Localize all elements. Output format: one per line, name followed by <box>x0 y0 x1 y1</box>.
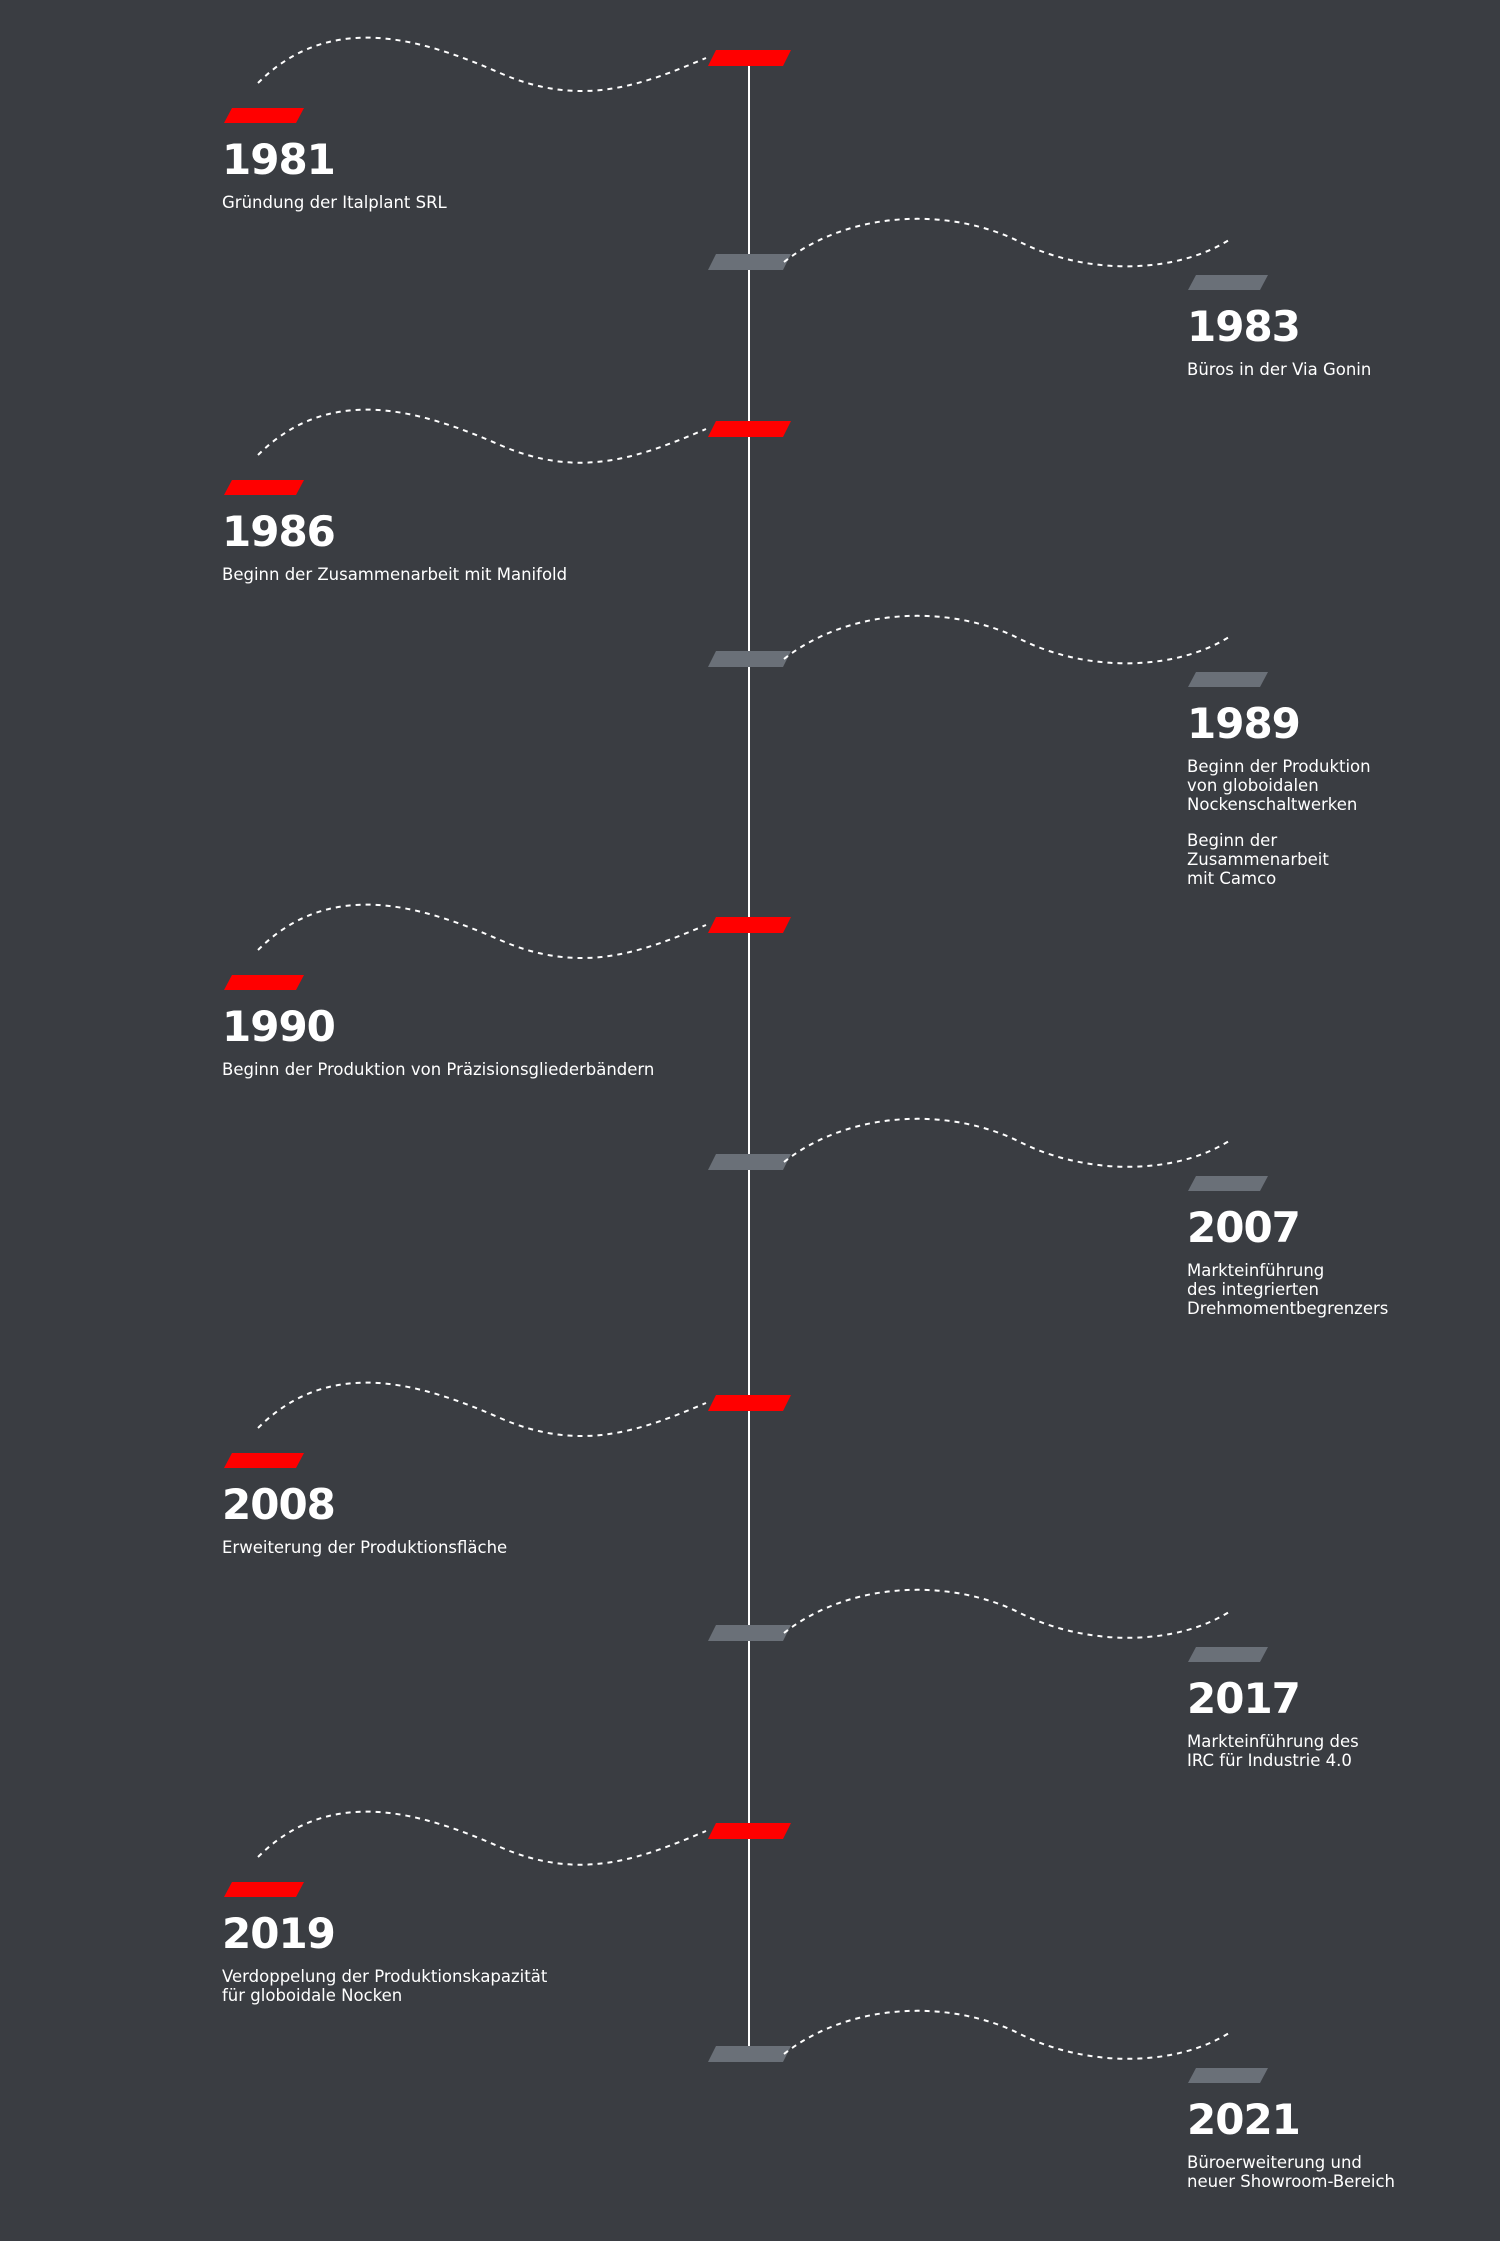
event-year: 2017 <box>1187 1674 1301 1723</box>
connector-1986 <box>257 408 707 464</box>
event-2017: 2017 Markteinführung des IRC für Industr… <box>1187 1674 1359 1771</box>
event-1990: 1990 Beginn der Produktion von Präzision… <box>222 1002 655 1080</box>
event-2021: 2021 Büroerweiterung und neuer Showroom-… <box>1187 2095 1395 2192</box>
side-marker-2007 <box>1188 1176 1268 1191</box>
center-marker-2007 <box>708 1154 791 1170</box>
center-marker-2021 <box>708 2046 791 2062</box>
event-year: 1989 <box>1187 699 1301 748</box>
connector-1981 <box>257 36 707 92</box>
side-marker-1989 <box>1188 672 1268 687</box>
event-description: Gründung der Italplant SRL <box>222 193 447 212</box>
center-marker-1989 <box>708 651 791 667</box>
side-marker-1986 <box>224 480 304 495</box>
center-marker-1983 <box>708 254 791 270</box>
side-marker-1990 <box>224 975 304 990</box>
event-2019: 2019 Verdoppelung der Produktionskapazit… <box>222 1909 548 2006</box>
event-1983: 1983 Büros in der Via Gonin <box>1187 302 1372 380</box>
center-marker-1986 <box>708 421 791 437</box>
event-description: Beginn der Produktion von Präzisionsglie… <box>222 1060 655 1079</box>
event-1986: 1986 Beginn der Zusammenarbeit mit Manif… <box>222 507 568 585</box>
event-year: 2021 <box>1187 2095 1301 2144</box>
center-marker-1990 <box>708 917 791 933</box>
side-marker-2019 <box>224 1882 304 1897</box>
side-marker-2017 <box>1188 1647 1268 1662</box>
connector-2021 <box>783 2009 1233 2060</box>
event-year: 1981 <box>222 135 336 184</box>
event-2007: 2007 Markteinführung des integrierten Dr… <box>1187 1203 1389 1319</box>
connector-1990 <box>257 903 707 959</box>
event-description: Markteinführung des integrierten Drehmom… <box>1187 1261 1389 1318</box>
side-marker-2021 <box>1188 2068 1268 2083</box>
connector-1983 <box>783 217 1233 268</box>
event-description: Büroerweiterung und neuer Showroom-Berei… <box>1187 2153 1395 2191</box>
center-marker-2019 <box>708 1823 791 1839</box>
event-year: 2007 <box>1187 1203 1301 1252</box>
side-marker-1981 <box>224 108 304 123</box>
side-marker-2008 <box>224 1453 304 1468</box>
event-1989: 1989 Beginn der Produktion von globoidal… <box>1187 699 1371 889</box>
center-marker-1981 <box>708 50 791 66</box>
side-marker-1983 <box>1188 275 1268 290</box>
event-description: Beginn der Produktion von globoidalen No… <box>1187 757 1371 814</box>
event-description: Beginn der Zusammenarbeit mit Manifold <box>222 565 568 584</box>
event-description: Markteinführung des IRC für Industrie 4.… <box>1187 1732 1359 1770</box>
event-description-secondary: Beginn der Zusammenarbeit mit Camco <box>1187 831 1329 888</box>
event-year: 2008 <box>222 1480 336 1529</box>
center-marker-2017 <box>708 1625 791 1641</box>
connector-2017 <box>783 1588 1233 1639</box>
connector-2008 <box>257 1381 707 1437</box>
event-year: 1990 <box>222 1002 336 1051</box>
connector-2007 <box>783 1117 1233 1168</box>
event-2008: 2008 Erweiterung der Produktionsfläche <box>222 1480 508 1558</box>
event-description: Erweiterung der Produktionsfläche <box>222 1538 508 1557</box>
connector-2019 <box>257 1810 707 1866</box>
event-description: Verdoppelung der Produktionskapazität fü… <box>222 1967 548 2005</box>
event-description: Büros in der Via Gonin <box>1187 360 1372 379</box>
event-year: 2019 <box>222 1909 336 1958</box>
connector-1989 <box>783 614 1233 665</box>
event-year: 1986 <box>222 507 336 556</box>
event-1981: 1981 Gründung der Italplant SRL <box>222 135 447 213</box>
event-year: 1983 <box>1187 302 1301 351</box>
center-marker-2008 <box>708 1395 791 1411</box>
